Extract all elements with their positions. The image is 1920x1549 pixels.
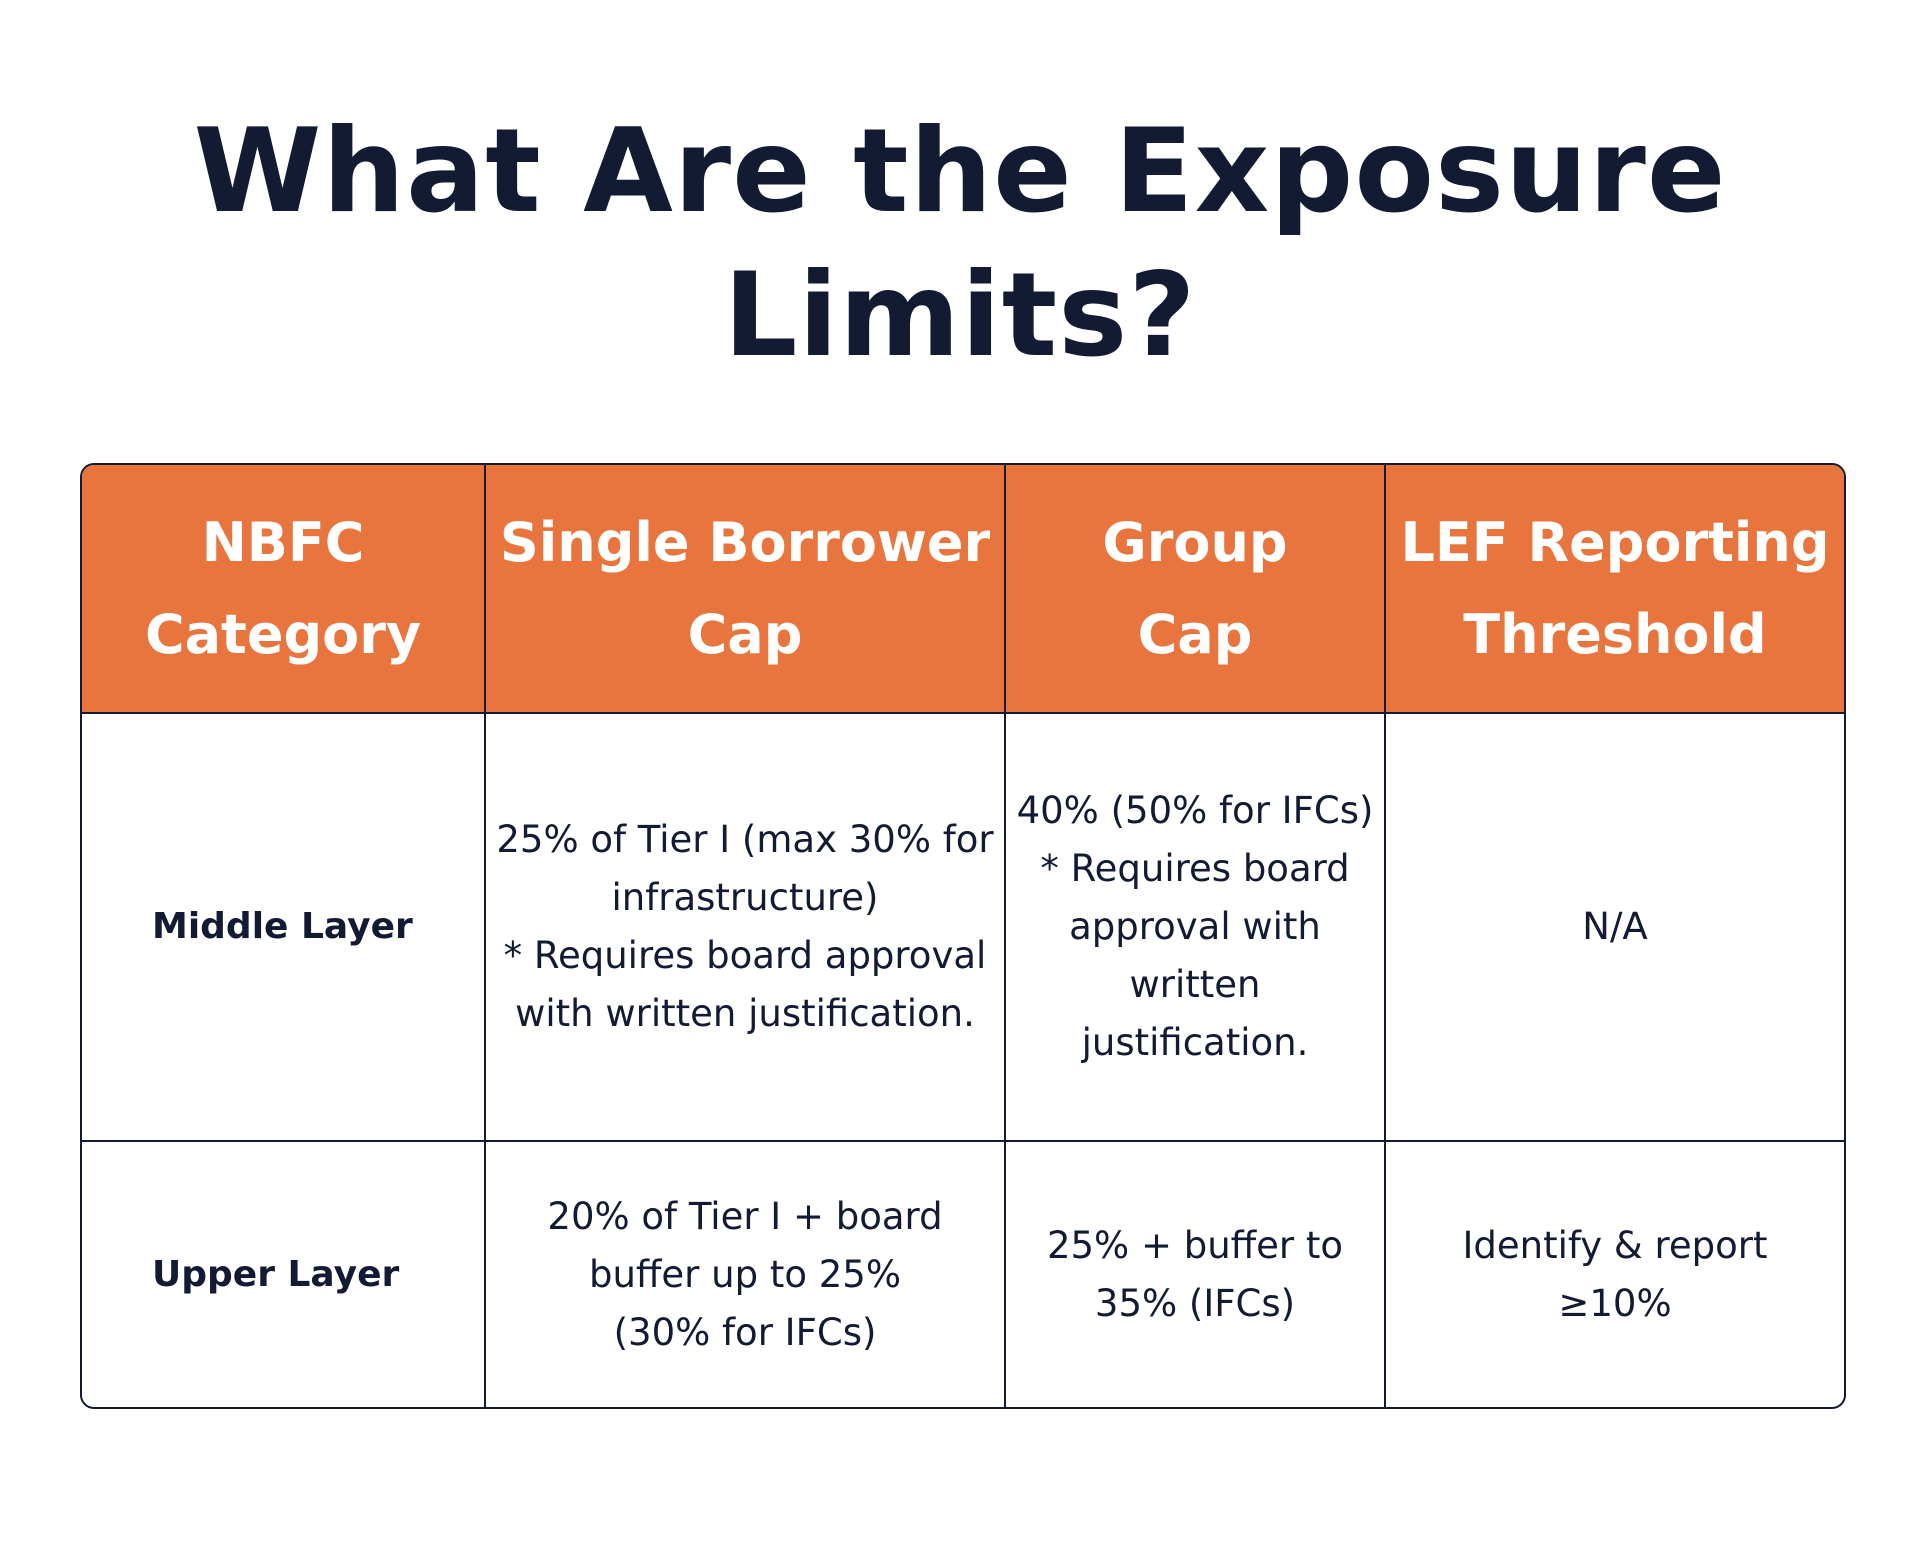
cell-text: Identify & report	[1462, 1223, 1768, 1267]
cell-text: N/A	[1582, 905, 1648, 948]
header-nbfc-category: NBFC Category	[82, 465, 486, 714]
cell-lef-threshold: Identify & report ≥10%	[1385, 1141, 1844, 1407]
page-title-line-2: Limits?	[723, 248, 1197, 383]
header-single-borrower-cap: Single Borrower Cap	[485, 465, 1006, 714]
cell-text: * Requires board	[1040, 847, 1350, 890]
cell-lef-threshold: N/A	[1385, 713, 1844, 1142]
cell-text: approval with written	[1069, 905, 1321, 1006]
cell-text: 25% + buffer to	[1046, 1223, 1344, 1267]
page-title-line-1: What Are the Exposure	[193, 104, 1727, 239]
header-lef-reporting-threshold: LEF Reporting Threshold	[1385, 465, 1844, 714]
page-title: What Are the Exposure Limits?	[0, 100, 1920, 388]
cell-category: Upper Layer	[82, 1141, 486, 1407]
cell-text: infrastructure)	[611, 876, 879, 919]
category-label: Middle Layer	[152, 906, 413, 947]
cell-group-cap: 40% (50% for IFCs) * Requires board appr…	[1005, 713, 1386, 1142]
cell-text: 25% of Tier I (max 30% for	[496, 818, 994, 861]
table-row-middle-layer: Middle Layer 25% of Tier I (max 30% for …	[82, 713, 1844, 1142]
cell-text: (30% for IFCs)	[613, 1310, 877, 1354]
cell-text: 20% of Tier I + board	[547, 1194, 943, 1238]
cell-text: ≥10%	[1558, 1281, 1672, 1325]
exposure-limits-grid: NBFC Category Single Borrower Cap Group …	[82, 465, 1844, 1407]
header-text: Group	[1102, 510, 1288, 574]
cell-single-borrower-cap: 25% of Tier I (max 30% for infrastructur…	[485, 713, 1006, 1142]
header-text: Cap	[687, 602, 803, 666]
cell-text: * Requires board approval	[503, 934, 987, 977]
header-text: NBFC	[201, 510, 365, 574]
header-text: LEF Reporting	[1400, 510, 1830, 574]
header-text: Cap	[1137, 602, 1253, 666]
cell-category: Middle Layer	[82, 713, 486, 1142]
cell-text: with written justification.	[515, 992, 975, 1035]
cell-text: 35% (IFCs)	[1094, 1281, 1296, 1325]
header-text: Single Borrower	[499, 510, 991, 574]
cell-text: justification.	[1081, 1021, 1309, 1064]
category-label: Upper Layer	[152, 1253, 400, 1295]
cell-text: buffer up to 25%	[588, 1252, 901, 1296]
cell-group-cap: 25% + buffer to 35% (IFCs)	[1005, 1141, 1386, 1407]
header-text: Threshold	[1463, 602, 1767, 666]
header-group-cap: Group Cap	[1005, 465, 1386, 714]
table-header-row: NBFC Category Single Borrower Cap Group …	[82, 465, 1844, 714]
header-text: Category	[144, 602, 422, 666]
cell-text: 40% (50% for IFCs)	[1016, 789, 1374, 832]
cell-single-borrower-cap: 20% of Tier I + board buffer up to 25% (…	[485, 1141, 1006, 1407]
exposure-limits-table: NBFC Category Single Borrower Cap Group …	[80, 463, 1846, 1409]
table-row-upper-layer: Upper Layer 20% of Tier I + board buffer…	[82, 1141, 1844, 1407]
